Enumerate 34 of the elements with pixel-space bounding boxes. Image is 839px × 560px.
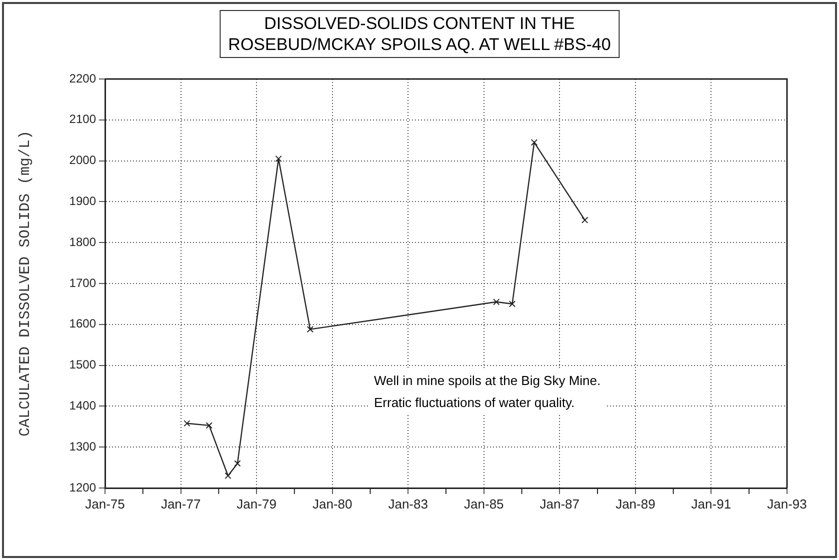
point <box>275 155 282 162</box>
point <box>530 139 538 146</box>
annotation: Well in mine spoils at the Big Sky Mine. Erratic fluctuations of water quality. <box>368 370 607 414</box>
x-tick-label: Jan-75 <box>85 496 125 512</box>
y-tick-label: 1300 <box>69 439 96 454</box>
point <box>508 300 516 308</box>
y-tick-label: 1900 <box>69 194 96 208</box>
y-tick-label: 1600 <box>69 316 96 331</box>
x-tick-label: Jan-87 <box>540 496 580 512</box>
point <box>493 298 500 306</box>
y-tick-label: 2000 <box>69 153 96 168</box>
y-tick-label: 2100 <box>69 112 96 126</box>
point <box>306 326 314 333</box>
y-tick-label: 1200 <box>69 480 96 494</box>
y-tick-label: 1400 <box>69 398 96 413</box>
point <box>184 420 190 427</box>
x-tick-label: Jan-79 <box>236 496 276 512</box>
point <box>234 460 241 467</box>
point <box>582 216 588 224</box>
x-tick-label: Jan-93 <box>767 496 807 512</box>
x-tick-label: Jan-89 <box>616 496 656 512</box>
y-tick-label: 2200 <box>69 71 96 86</box>
chart-title: DISSOLVED-SOLIDS CONTENT IN THE ROSEBUD/MCKAY SPOILS AQ. AT WELL #BS-40 <box>219 10 620 58</box>
y-axis-title: CALCULATED DISSOLVED SOLIDS (mg/L) <box>16 130 34 437</box>
x-tick-label: Jan-80 <box>312 496 352 512</box>
y-tick-label: 1500 <box>69 358 96 372</box>
point <box>206 422 212 429</box>
y-tick-label: 1800 <box>69 234 96 249</box>
point <box>224 472 232 480</box>
y-tick-label: 1700 <box>69 276 96 290</box>
x-tick-label: Jan-77 <box>160 496 201 512</box>
x-tick-label: Jan-91 <box>691 496 732 512</box>
x-tick-label: Jan-85 <box>464 496 504 512</box>
x-tick-label: Jan-83 <box>388 496 428 512</box>
